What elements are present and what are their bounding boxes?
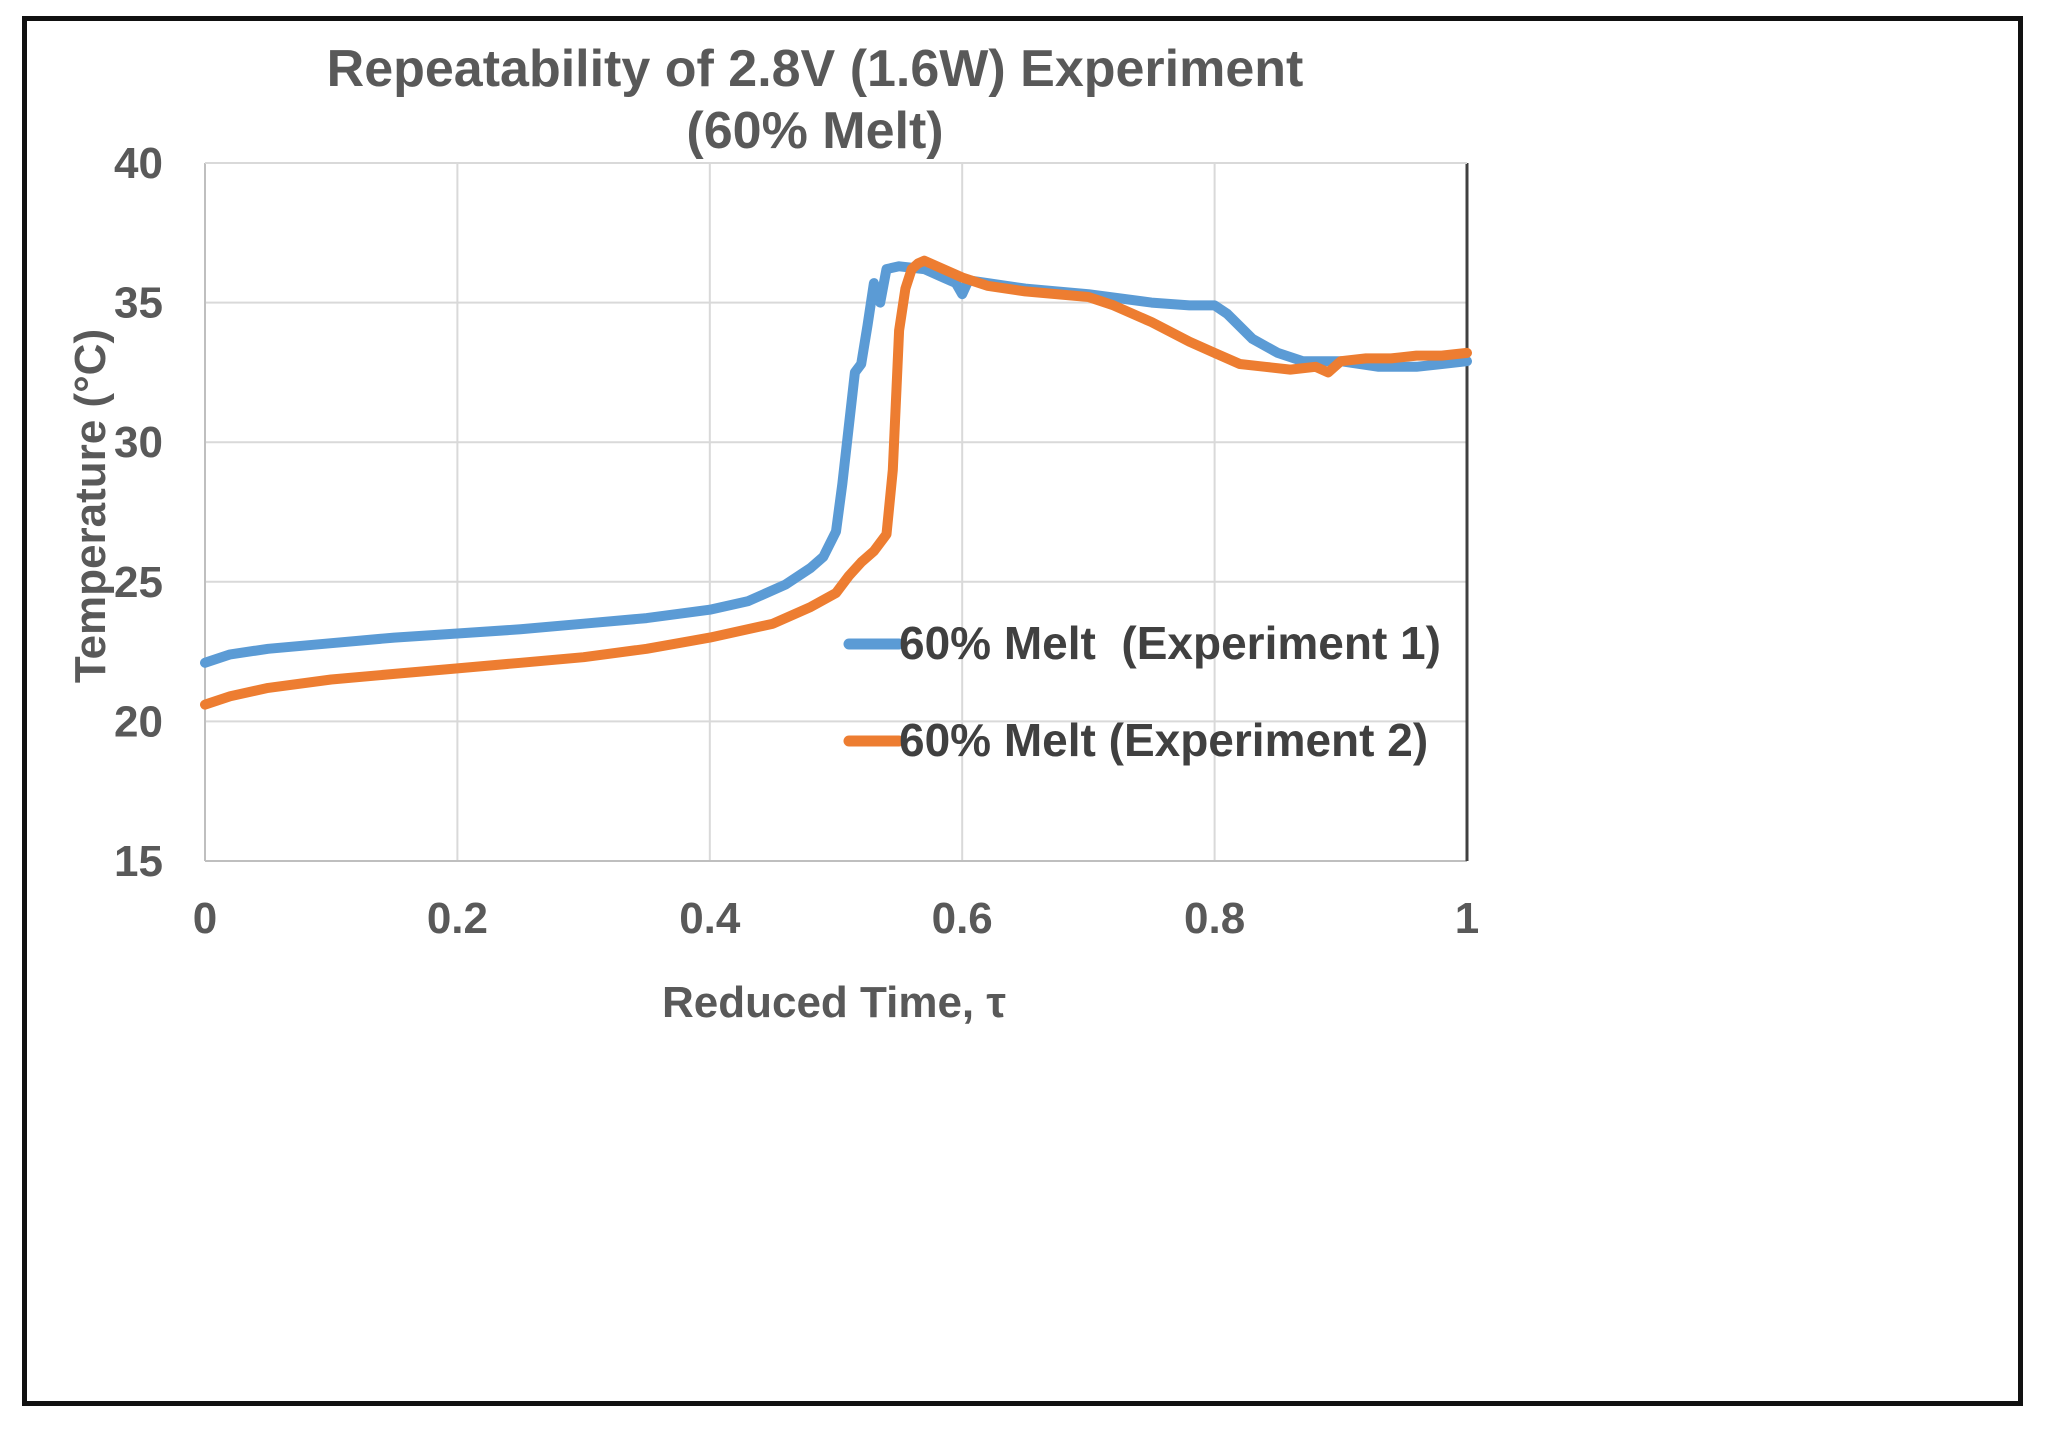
x-tick-label: 0.8 xyxy=(1184,894,1245,943)
legend: 60% Melt (Experiment 1) 60% Melt (Experi… xyxy=(843,617,1441,766)
y-tick-label: 15 xyxy=(114,837,163,886)
y-tick-label: 25 xyxy=(114,558,163,607)
y-axis-label: Temperature (°C) xyxy=(66,329,115,683)
y-tick-label: 35 xyxy=(114,279,163,328)
x-tick-label: 0.6 xyxy=(932,894,993,943)
legend-label-experiment-2: 60% Melt (Experiment 2) xyxy=(899,714,1428,766)
y-tick-label: 20 xyxy=(114,697,163,746)
x-tick-label: 0.4 xyxy=(679,894,741,943)
series-line-experiment-1 xyxy=(200,261,1472,668)
x-axis-label: Reduced Time, τ xyxy=(662,978,1006,1027)
x-tick-label: 0.2 xyxy=(427,894,488,943)
y-tick-label: 40 xyxy=(114,139,163,188)
chart-title-line-2: (60% Melt) xyxy=(686,102,943,160)
chart-frame: Repeatability of 2.8V (1.6W) Experiment … xyxy=(22,16,2023,1406)
chart-title-line-1: Repeatability of 2.8V (1.6W) Experiment xyxy=(327,40,1304,98)
series-lines xyxy=(200,255,1472,710)
tick-labels: 15 20 25 30 35 40 0 0.2 0.4 0.6 0.8 1 xyxy=(114,139,1479,943)
axes xyxy=(204,162,1469,862)
x-tick-label: 1 xyxy=(1455,894,1479,943)
series-line-experiment-2 xyxy=(200,255,1472,710)
y-tick-label: 30 xyxy=(114,418,163,467)
x-tick-label: 0 xyxy=(193,894,217,943)
line-chart: Repeatability of 2.8V (1.6W) Experiment … xyxy=(66,40,1479,1027)
legend-label-experiment-1: 60% Melt (Experiment 1) xyxy=(899,617,1441,669)
